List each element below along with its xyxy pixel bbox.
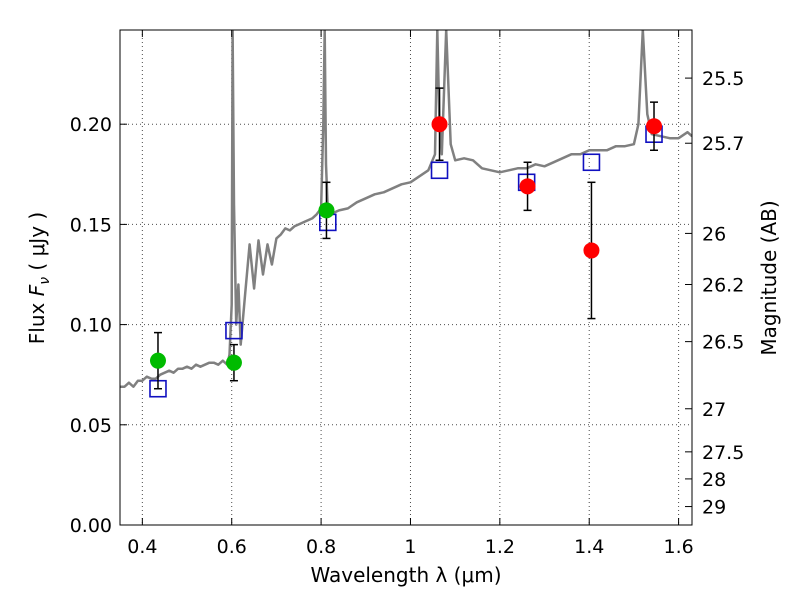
observed-flux-point <box>519 178 536 195</box>
magnitude-tick-label: 27 <box>702 399 726 421</box>
grid-lines <box>120 30 692 525</box>
magnitude-tick-label: 29 <box>702 497 726 519</box>
observed-flux-point <box>318 202 335 219</box>
y-axis-label-subscript: ν <box>37 277 53 285</box>
model-flux-square <box>582 153 601 172</box>
observed-flux-point <box>583 242 600 259</box>
magnitude-tick-label: 25.7 <box>702 133 744 155</box>
x-tick-label: 0.8 <box>306 536 336 558</box>
y-axis-label-unit: ( μJy ) <box>25 212 49 277</box>
x-tick-label: 1 <box>404 536 416 558</box>
model-flux-square <box>430 161 449 180</box>
tick-layer <box>120 30 692 526</box>
magnitude-tick-label: 28 <box>702 469 726 491</box>
y-tick-label: 0.05 <box>70 415 112 437</box>
y-axis-label-symbol: F <box>25 284 49 296</box>
y-tick-label: 0.10 <box>70 315 112 337</box>
observed-flux-point <box>225 354 242 371</box>
y-axis-label: Flux Fν ( μJy ) <box>25 212 53 344</box>
y-axis-label-flux: Flux <box>25 296 49 344</box>
x-tick-label: 1.4 <box>574 536 604 558</box>
y-tick-label: 0.20 <box>70 114 112 136</box>
right-axis-label: Magnitude (AB) <box>757 200 781 355</box>
observed-flux-point <box>431 116 448 133</box>
model-spectrum-line <box>120 30 692 388</box>
model-flux-square <box>225 321 243 340</box>
x-axis-label: Wavelength λ (μm) <box>310 563 501 587</box>
tick-labels: 0.4 0.6 0.8 1 1.2 1.4 1.6 0.00 0.05 0.10 0.15 0.20 2… <box>70 68 745 558</box>
y-tick-label: 0.00 <box>70 515 112 537</box>
spectrum-line-layer <box>120 30 692 388</box>
y-tick-label: 0.15 <box>70 214 112 236</box>
marker-layer <box>149 87 663 398</box>
observed-flux-point <box>149 352 166 369</box>
magnitude-tick-label: 27.5 <box>702 442 744 464</box>
observed-flux-point <box>646 118 663 135</box>
x-tick-label: 1.2 <box>485 536 515 558</box>
magnitude-tick-label: 25.5 <box>702 68 744 90</box>
magnitude-tick-label: 26.2 <box>702 275 744 297</box>
magnitude-tick-label: 26 <box>702 223 726 245</box>
magnitude-tick-label: 26.5 <box>702 332 744 354</box>
x-tick-label: 0.4 <box>127 536 157 558</box>
x-tick-label: 0.6 <box>217 536 247 558</box>
plot-frame <box>119 29 693 526</box>
x-tick-label: 1.6 <box>663 536 693 558</box>
